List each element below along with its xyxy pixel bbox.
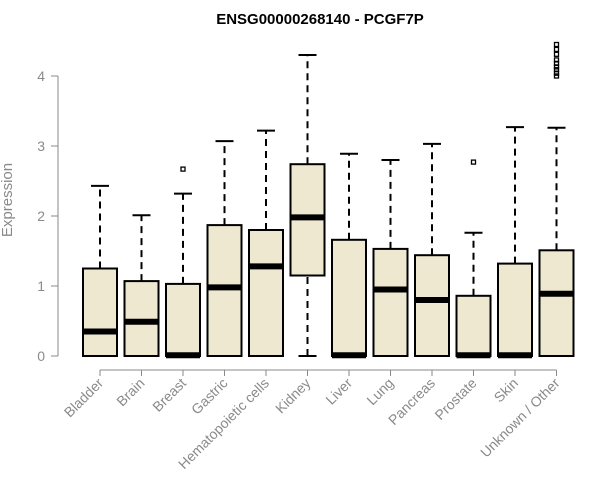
chart-title: ENSG00000268140 - PCGF7P: [216, 11, 424, 28]
x-tick-label: Prostate: [431, 375, 479, 423]
outlier-point: [180, 166, 186, 172]
box-hematopoietic-cells: [248, 129, 284, 357]
box-iqr: [123, 280, 160, 358]
box-gastric: [206, 140, 243, 357]
y-axis: 0 1 2 3 4: [37, 68, 59, 364]
x-tick-label: Lung: [363, 375, 396, 408]
box-iqr: [497, 262, 533, 358]
box-bladder: [82, 184, 118, 357]
x-tick-label: Brain: [113, 375, 147, 409]
box-iqr: [455, 294, 492, 357]
x-tick-label: Breast: [149, 375, 189, 415]
outlier-point: [553, 41, 560, 48]
box-iqr: [372, 247, 409, 357]
box-iqr: [206, 224, 243, 357]
outlier-point: [553, 67, 560, 73]
outlier-point: [470, 159, 477, 165]
box-unknown-other: [538, 41, 575, 357]
box-iqr: [248, 229, 284, 357]
box-iqr: [538, 249, 575, 357]
outlier-point: [553, 46, 560, 53]
x-tick-label: Liver: [322, 375, 355, 408]
y-tick-label: 2: [37, 208, 45, 224]
y-tick-label: 4: [37, 68, 45, 84]
box-brain: [123, 214, 160, 358]
box-prostate: [455, 159, 492, 359]
box-iqr: [165, 282, 201, 357]
box-iqr: [82, 267, 118, 357]
x-tick-label: Unknown / Other: [477, 375, 563, 461]
outlier-point: [553, 73, 560, 79]
y-axis-label: Expression: [0, 163, 16, 237]
box-liver: [331, 152, 367, 359]
y-tick-label: 3: [37, 138, 45, 154]
box-iqr: [414, 254, 450, 357]
boxes-group: [82, 41, 575, 359]
y-tick-label: 0: [37, 348, 45, 364]
box-lung: [372, 159, 409, 357]
box-breast: [165, 166, 201, 359]
x-tick-label: Skin: [491, 375, 522, 406]
y-tick-label: 1: [37, 278, 45, 294]
box-iqr: [331, 238, 367, 357]
x-tick-label: Kidney: [272, 375, 314, 417]
box-kidney: [289, 54, 326, 357]
box-skin: [497, 126, 533, 359]
outlier-point: [553, 57, 560, 63]
x-tick-label: Bladder: [61, 375, 107, 421]
outlier-point: [553, 51, 560, 57]
box-pancreas: [414, 142, 450, 357]
